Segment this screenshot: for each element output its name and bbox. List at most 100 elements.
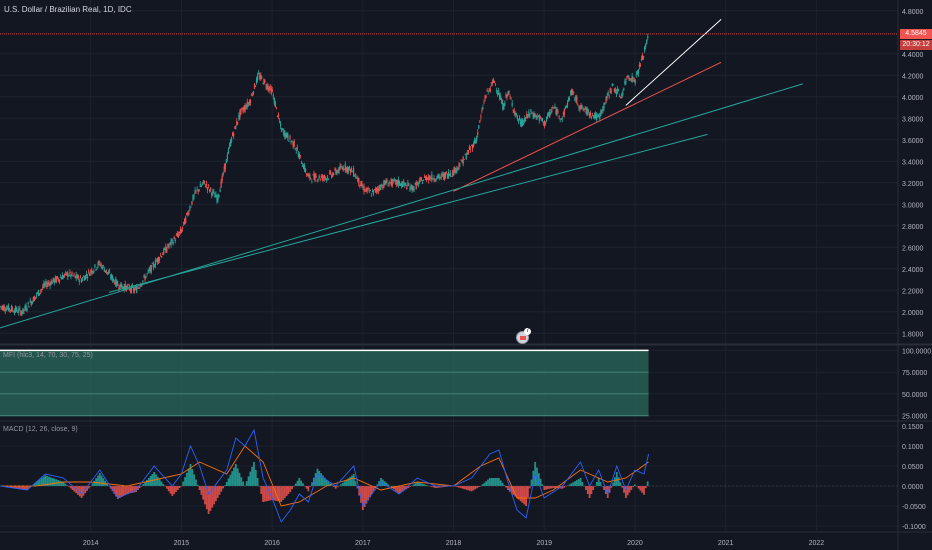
price-candle: [374, 188, 377, 192]
price-candle: [41, 288, 43, 290]
macd-histogram-bar: [242, 481, 244, 486]
price-candle: [358, 177, 360, 185]
price-candle: [480, 116, 482, 118]
price-candle: [646, 40, 648, 45]
price-candle: [635, 73, 637, 75]
macd-histogram-bar: [619, 482, 622, 486]
price-candle: [627, 75, 629, 77]
price-candle: [263, 78, 265, 85]
price-candle: [624, 81, 626, 84]
price-candle: [233, 133, 235, 137]
price-candle: [393, 179, 395, 181]
price-candle: [503, 103, 505, 110]
macd-histogram-bar: [68, 486, 70, 487]
price-candle: [200, 185, 202, 187]
price-candle: [552, 107, 554, 109]
price-candle: [243, 107, 245, 111]
macd-histogram-bar: [646, 481, 649, 486]
macd-histogram-bar: [488, 478, 491, 486]
price-candle: [217, 194, 219, 200]
price-candle: [455, 169, 457, 173]
mfi-indicator-label[interactable]: MFI (hlc3, 14, 70, 30, 75, 25): [3, 352, 93, 359]
price-candle: [461, 161, 463, 163]
event-badge[interactable]: 7: [516, 328, 531, 344]
y-tick-label: 50.0000: [902, 392, 927, 399]
price-candle: [549, 112, 551, 118]
price-candle: [310, 177, 312, 179]
price-candle: [382, 187, 384, 189]
price-candle: [118, 287, 120, 289]
macd-indicator-label[interactable]: MACD (12, 26, close, 9): [3, 426, 78, 433]
price-candle: [467, 150, 469, 154]
price-candle: [600, 110, 602, 116]
macd-histogram-bar: [365, 486, 368, 504]
price-candle: [595, 113, 597, 118]
price-candle: [178, 231, 181, 234]
macd-histogram-bar: [224, 485, 226, 486]
price-candle: [165, 246, 167, 253]
macd-histogram-bar: [621, 486, 624, 488]
price-candle: [427, 178, 429, 179]
macd-histogram-bar: [539, 478, 542, 486]
price-candle: [65, 271, 67, 273]
price-candle: [626, 76, 628, 78]
symbol-title[interactable]: U.S. Dollar / Brazilian Real, 1D, IDC: [4, 5, 132, 14]
price-candle: [30, 301, 32, 305]
price-candle: [414, 183, 416, 184]
price-candle: [88, 270, 90, 272]
macd-histogram-bar: [44, 475, 47, 486]
price-candle: [551, 109, 553, 112]
price-candle: [354, 175, 356, 177]
price-candle: [219, 189, 221, 193]
price-candle: [357, 178, 359, 182]
price-candle: [479, 120, 481, 123]
price-candle: [556, 108, 558, 115]
price-candle: [643, 56, 645, 58]
price-candle: [446, 174, 449, 179]
macd-histogram-bar: [111, 486, 114, 492]
price-candle: [124, 283, 126, 289]
macd-histogram-bar: [327, 481, 330, 486]
price-candle: [95, 269, 97, 271]
price-candle: [321, 175, 323, 181]
price-candle: [43, 283, 45, 288]
price-candle: [459, 166, 461, 167]
price-candle: [607, 92, 609, 95]
macd-histogram-bar: [439, 486, 442, 488]
macd-histogram-bar: [307, 486, 310, 492]
price-candle: [3, 306, 5, 310]
price-candle: [474, 139, 476, 143]
price-candle: [496, 92, 499, 94]
price-candle: [379, 185, 381, 190]
price-candle: [420, 177, 423, 180]
macd-histogram-bar: [336, 486, 339, 488]
macd-histogram-bar: [383, 481, 386, 486]
price-candle: [23, 309, 25, 311]
price-candle: [567, 97, 570, 101]
price-candle: [470, 145, 473, 146]
price-candle: [377, 188, 379, 191]
price-candle: [143, 275, 145, 277]
price-candle: [249, 99, 251, 104]
macd-histogram-bar: [218, 486, 221, 495]
macd-histogram-bar: [599, 482, 602, 486]
macd-histogram-bar: [191, 469, 194, 486]
macd-histogram-bar: [113, 486, 116, 494]
macd-histogram-bar: [37, 480, 39, 486]
price-candle: [220, 180, 222, 188]
macd-histogram-bar: [612, 482, 615, 486]
price-candle: [49, 283, 51, 287]
macd-histogram-bar: [169, 486, 172, 494]
price-candle: [398, 180, 401, 185]
y-tick-label: 4.0000: [902, 95, 924, 102]
macd-histogram-bar: [401, 486, 404, 492]
price-candle: [112, 276, 114, 282]
price-candle: [520, 120, 523, 127]
price-candle: [487, 90, 489, 93]
macd-histogram-bar: [503, 485, 506, 486]
price-candle: [24, 306, 26, 310]
macd-histogram-bar: [158, 479, 161, 486]
price-candle: [187, 212, 189, 216]
macd-histogram-bar: [312, 477, 315, 486]
